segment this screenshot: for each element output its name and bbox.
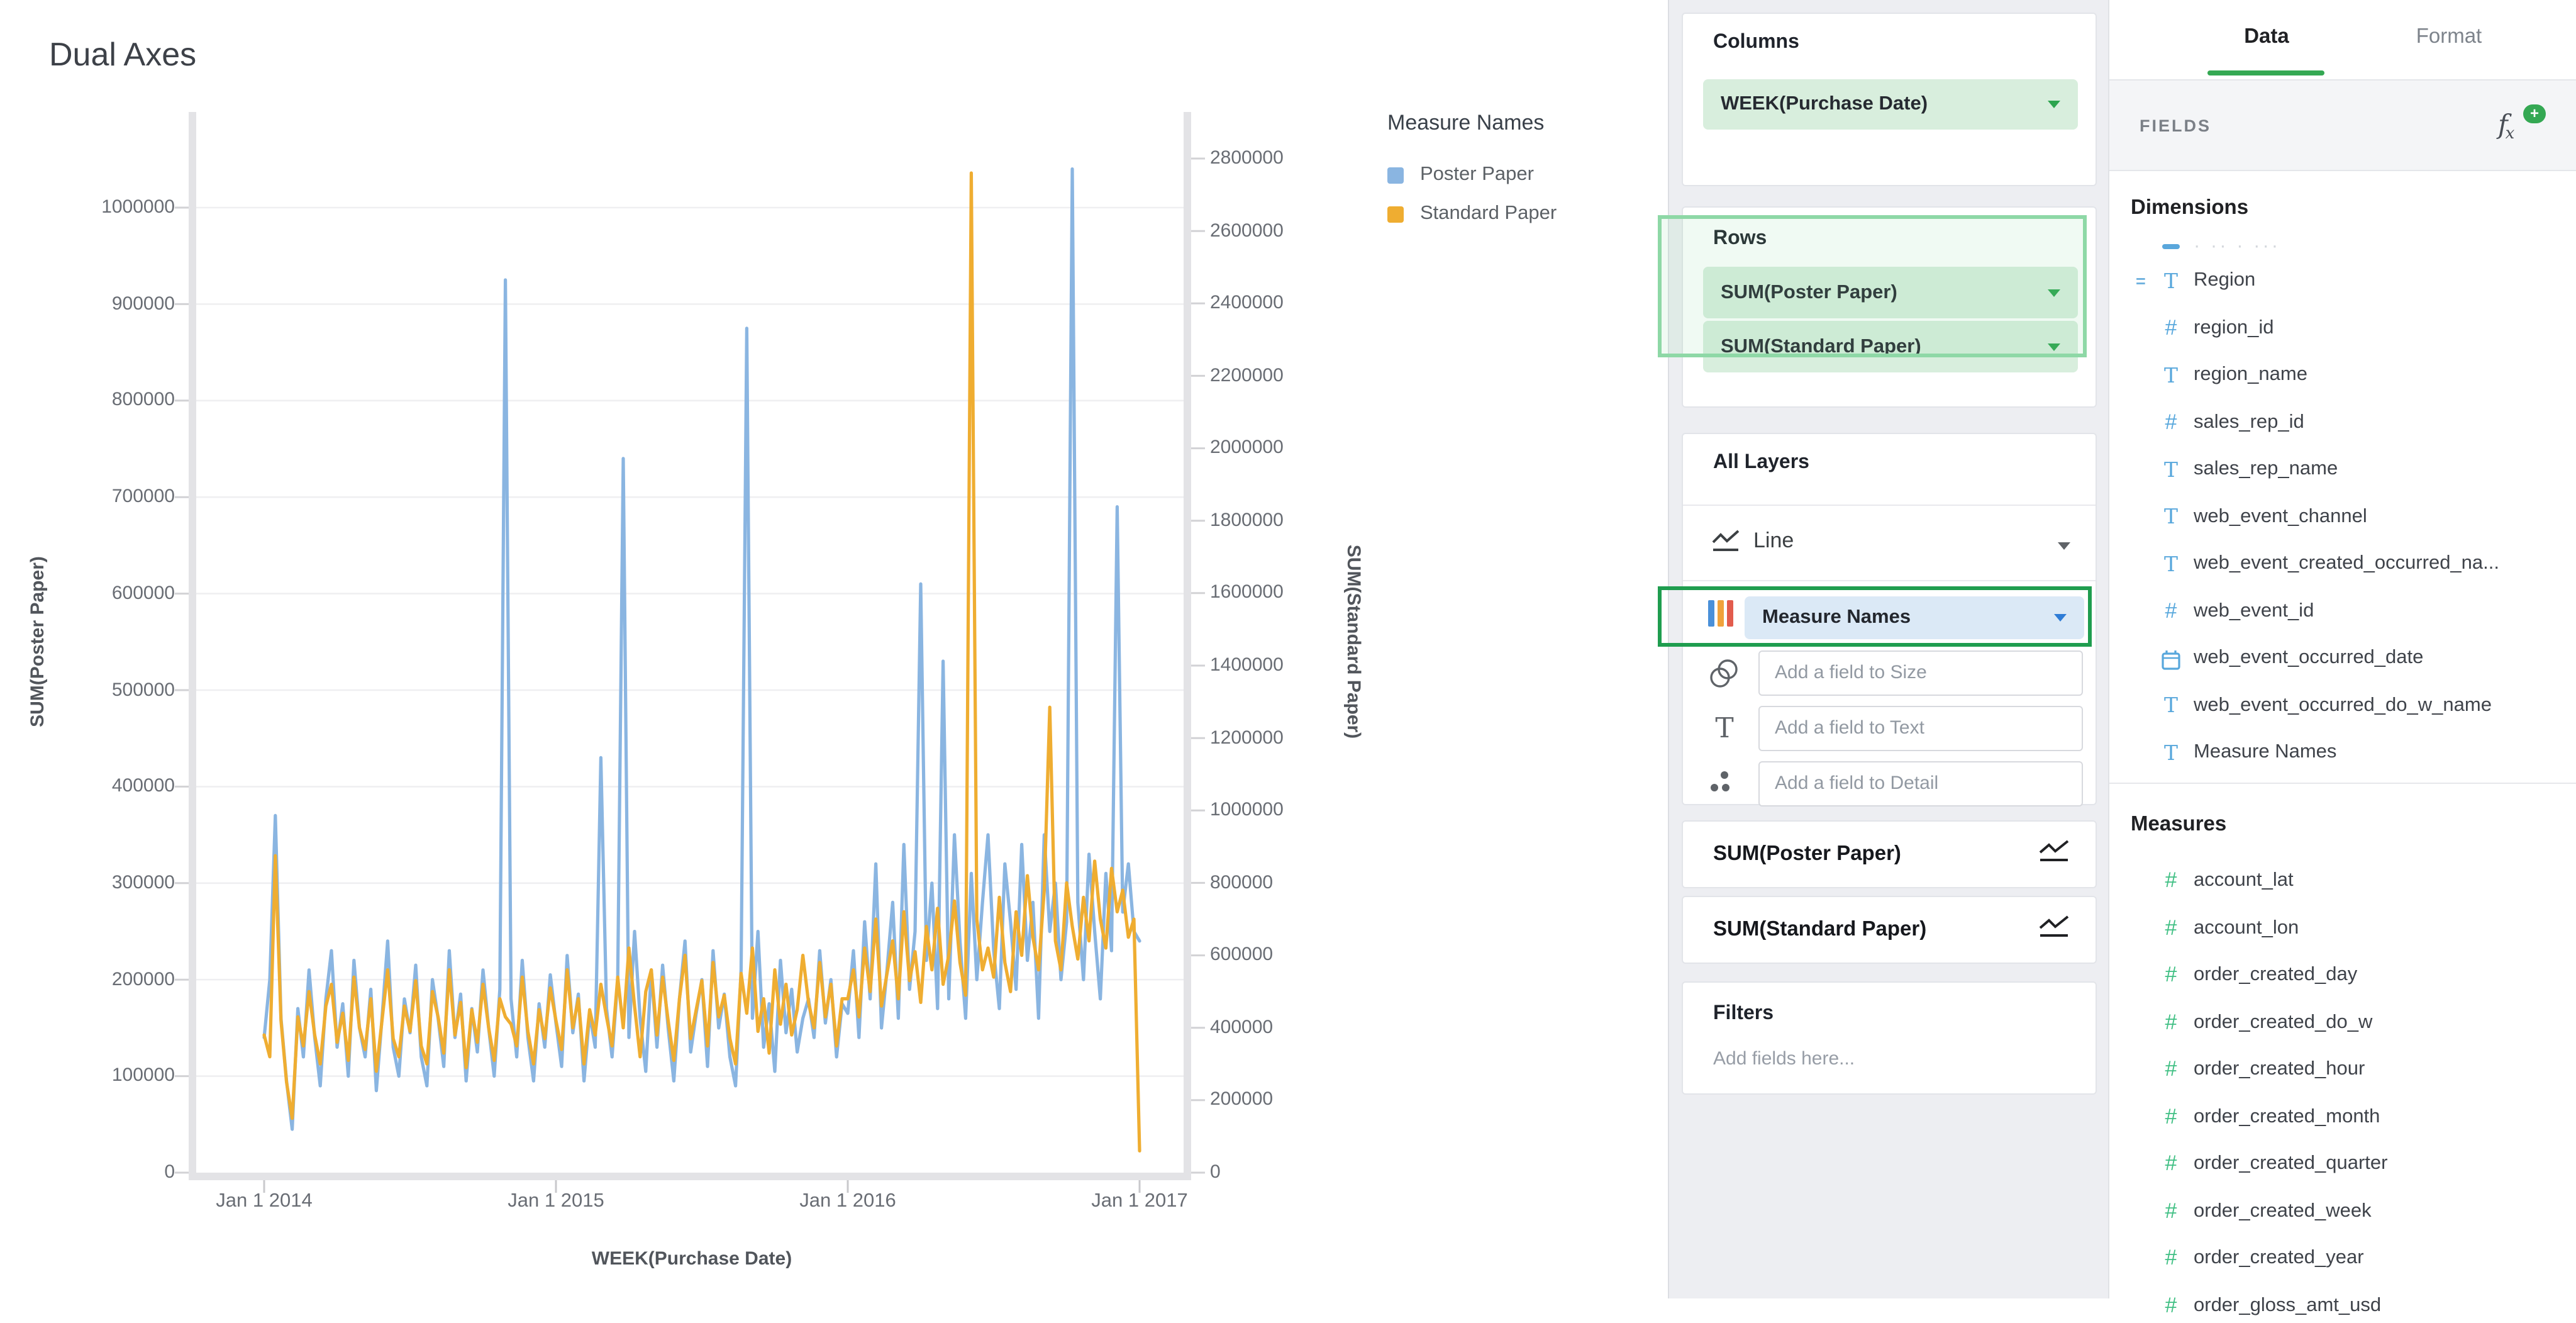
number-type-icon: # [2158,1293,2184,1318]
scrolled-field-icon [2162,244,2180,249]
right-axis-title: SUM(Standard Paper) [1343,545,1364,739]
divider [1683,580,2096,581]
columns-shelf: Columns WEEK(Purchase Date) [1682,13,2097,186]
number-type-icon: # [2158,915,2184,941]
line-chart-icon [2038,915,2070,944]
active-tab-indicator [2207,70,2324,75]
number-type-icon: # [2158,410,2184,435]
all-layers-label: All Layers [1713,452,1809,474]
field-item-order-created-month[interactable]: #order_created_month [2131,1099,2558,1134]
filters-label: Filters [1713,1003,1774,1025]
fields-header-bar: FIELDS fx+ [2109,79,2576,171]
field-item-sales-rep-id[interactable]: #sales_rep_id [2131,405,2558,440]
size-field-input[interactable]: Add a field to Size [1758,650,2083,696]
number-type-icon: # [2158,598,2184,623]
field-item-account-lat[interactable]: #account_lat [2131,863,2558,898]
text-type-icon: T [2158,457,2184,481]
number-type-icon: # [2158,868,2184,893]
field-item-order-gloss-amt-usd[interactable]: #order_gloss_amt_usd [2131,1288,2558,1323]
field-item-web-event-occurred-date[interactable]: web_event_occurred_date [2131,640,2558,676]
legend-items: Poster Paper Standard Paper [1387,164,1664,225]
field-item-web-event-channel[interactable]: Tweb_event_channel [2131,499,2558,534]
field-item-order-created-quarter[interactable]: #order_created_quarter [2131,1146,2558,1181]
sum-standard-paper-card[interactable]: SUM(Standard Paper) [1682,896,2097,964]
field-item-region-name[interactable]: Tregion_name [2131,357,2558,393]
x-axis-title: WEEK(Purchase Date) [592,1248,792,1270]
line-chart-icon [1711,530,1741,559]
field-item-order-created-hour[interactable]: #order_created_hour [2131,1052,2558,1087]
chart-legend: Measure Names Poster Paper Standard Pape… [1387,111,1664,242]
field-item-account-lon[interactable]: #account_lon [2131,910,2558,946]
filters-drop-zone[interactable]: Add fields here... [1713,1048,1855,1069]
measure-names-highlight-annotation [1658,586,2092,647]
number-type-icon: # [2158,1057,2184,1082]
legend-swatch [1387,167,1404,183]
field-item-web-event-id[interactable]: #web_event_id [2131,593,2558,628]
text-type-icon: T [2158,363,2184,387]
shelf-panel: Columns WEEK(Purchase Date) Rows SUM(Pos… [1668,0,2109,1298]
add-calculated-field-icon[interactable]: fx+ [2498,109,2543,142]
field-item-web-event-created-occurred-na[interactable]: Tweb_event_created_occurred_na... [2131,546,2558,581]
divider [1683,505,2096,506]
field-item-region-id[interactable]: #region_id [2131,310,2558,345]
tab-data[interactable]: Data [2223,25,2311,49]
legend-title: Measure Names [1387,111,1664,136]
field-item-order-created-do-w[interactable]: #order_created_do_w [2131,1005,2558,1040]
legend-item[interactable]: Standard Paper [1387,203,1664,225]
field-item-order-created-week[interactable]: #order_created_week [2131,1193,2558,1229]
line-chart-icon [2038,840,2070,869]
legend-swatch [1387,206,1404,222]
field-item-web-event-occurred-do-w-name[interactable]: Tweb_event_occurred_do_w_name [2131,688,2558,723]
size-mark-icon[interactable] [1708,658,1738,688]
date-type-icon [2158,645,2184,671]
number-type-icon: # [2158,1198,2184,1224]
field-item-scrolled-item[interactable]: · ·· · ··· [2131,229,2558,264]
text-type-icon: T [2158,505,2184,528]
number-type-icon: # [2158,315,2184,340]
fields-header: FIELDS [2140,116,2211,135]
text-type-icon: T [2158,552,2184,576]
text-type-icon: T [2158,693,2184,717]
field-item-order-created-year[interactable]: #order_created_year [2131,1241,2558,1276]
columns-pill-week-purchase-date[interactable]: WEEK(Purchase Date) [1703,79,2078,130]
chevron-down-icon[interactable] [2048,101,2060,108]
text-mark-icon[interactable]: T [1708,713,1741,744]
columns-label: Columns [1713,31,1799,54]
number-type-icon: # [2158,1151,2184,1176]
number-type-icon: # [2158,1104,2184,1129]
field-item-sales-rep-name[interactable]: Tsales_rep_name [2131,452,2558,487]
divider [2109,783,2576,784]
field-item-measure-names[interactable]: TMeasure Names [2131,735,2558,770]
number-type-icon: # [2158,1246,2184,1271]
rows-highlight-annotation [1658,215,2087,357]
layer-type-value: Line [1753,528,1794,554]
detail-mark-icon[interactable] [1708,769,1738,799]
field-item-order-created-day[interactable]: #order_created_day [2131,957,2558,993]
tab-format[interactable]: Format [2392,25,2506,49]
fields-panel: Data Format FIELDS fx+ Dimensions · ·· ·… [2109,0,2576,1298]
measures-header: Measures [2131,813,2226,837]
left-axis-title: SUM(Poster Paper) [27,556,48,727]
detail-field-input[interactable]: Add a field to Detail [1758,761,2083,807]
filters-card: Filters Add fields here... [1682,981,2097,1095]
sum-poster-paper-card[interactable]: SUM(Poster Paper) [1682,820,2097,888]
field-item-region[interactable]: =TRegion [2131,263,2558,298]
chevron-down-icon[interactable] [2058,542,2070,550]
legend-item[interactable]: Poster Paper [1387,164,1664,186]
chart-card: Dual Axes 100000090000080000070000060000… [0,0,1668,1298]
number-type-icon: # [2158,963,2184,988]
visualization-editor: Dual Axes 100000090000080000070000060000… [0,0,2576,1298]
equals-prefix-icon: = [2136,271,2146,290]
text-field-input[interactable]: Add a field to Text [1758,706,2083,751]
text-type-icon: T [2158,740,2184,764]
dimensions-header: Dimensions [2131,196,2248,220]
number-type-icon: # [2158,1010,2184,1035]
text-type-icon: T [2158,269,2184,293]
